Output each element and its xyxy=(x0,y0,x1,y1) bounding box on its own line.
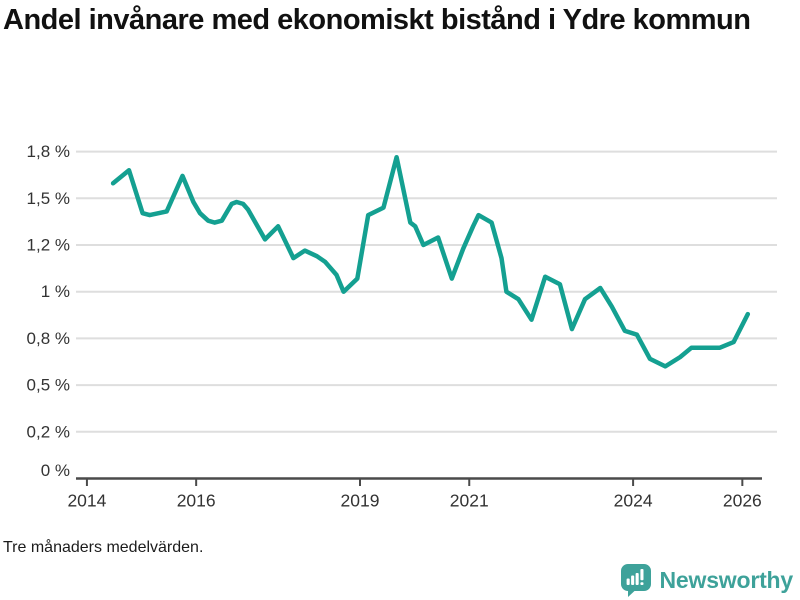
chart-title: Andel invånare med ekonomiskt bistånd i … xyxy=(3,4,751,36)
x-axis-tick-label: 2021 xyxy=(450,490,489,510)
y-axis-tick-label: 1,5 % xyxy=(27,189,70,208)
y-axis-tick-label: 0,8 % xyxy=(27,329,70,348)
y-axis-tick-label: 1 % xyxy=(41,282,70,301)
x-axis-tick-label: 2019 xyxy=(341,490,380,510)
y-axis-tick-label: 0,5 % xyxy=(27,376,70,395)
y-axis-tick-label: 1,8 % xyxy=(27,142,70,161)
y-axis-tick-label: 1,2 % xyxy=(27,235,70,254)
y-axis-tick-label: 0 % xyxy=(41,461,70,480)
x-axis-tick-label: 2026 xyxy=(723,490,762,510)
y-axis-tick-label: 0,2 % xyxy=(27,422,70,441)
data-line xyxy=(110,154,751,369)
bar-chart-glyph xyxy=(626,569,644,585)
chart-footnote: Tre månaders medelvärden. xyxy=(3,539,204,556)
line-chart: 0 % 0,2 % 0,5 % 0,8 % 1 % 1,2 % 1,5 % 1,8 % 2014… xyxy=(27,142,777,510)
bar-chart-speech-bubble-icon xyxy=(620,564,651,597)
newsworthy-logo: Newsworthy xyxy=(620,563,793,597)
x-axis-tick-label: 2024 xyxy=(614,490,653,510)
x-axis-tick-label: 2016 xyxy=(177,490,216,510)
x-axis-tick-label: 2014 xyxy=(67,490,106,510)
brand-name: Newsworthy xyxy=(659,566,794,593)
